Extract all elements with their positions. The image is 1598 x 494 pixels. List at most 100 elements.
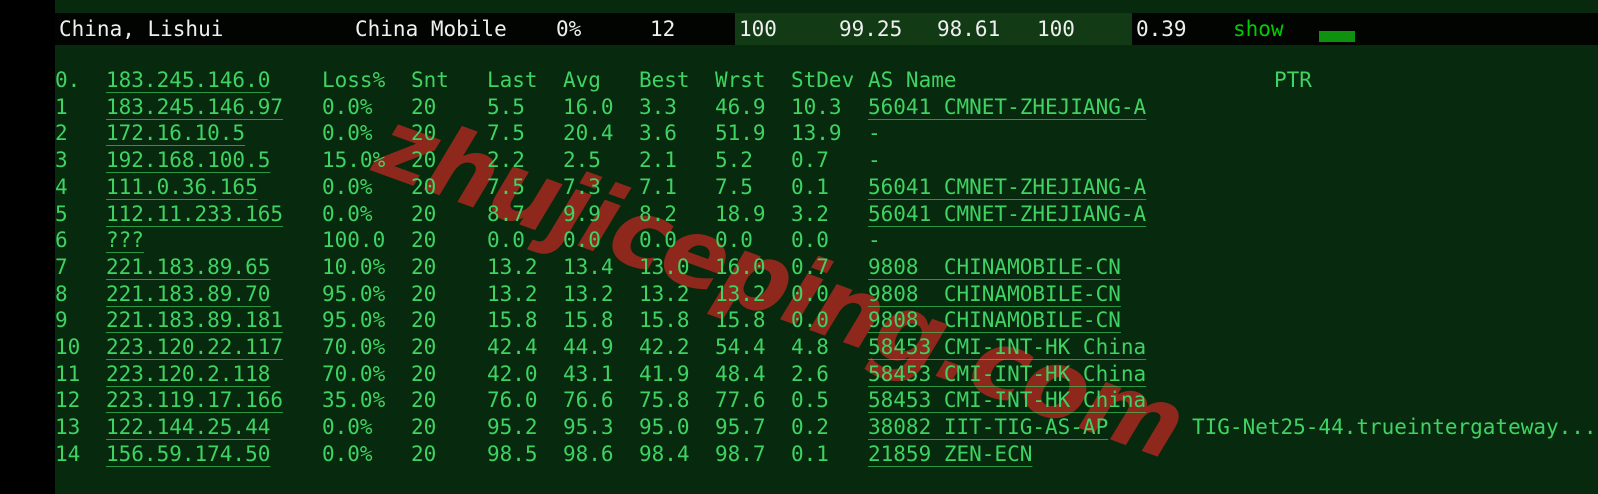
host-ip-link[interactable]: 122.144.25.44 xyxy=(106,415,271,440)
summary-bar-dark-segment xyxy=(55,13,735,45)
snt-value: 20 xyxy=(411,228,437,253)
host-ip-link[interactable]: 223.119.17.166 xyxy=(106,388,284,413)
hop-number: 7 xyxy=(55,254,68,279)
col-header-asname: AS Name xyxy=(868,68,957,92)
stdev-value: 0.0 xyxy=(791,228,829,253)
as-name-link[interactable]: 58453 CMI-INT-HK China xyxy=(868,335,1147,359)
best-value: 41.9 xyxy=(639,361,690,386)
host-ip-link[interactable]: 223.120.2.118 xyxy=(106,361,271,386)
best-value: 13.2 xyxy=(639,281,690,306)
host-ip-link[interactable]: 172.16.10.5 xyxy=(106,121,246,146)
as-name-link[interactable]: 56041 CMNET-ZHEJIANG-A xyxy=(868,201,1147,226)
host-ip-link[interactable]: 221.183.89.65 xyxy=(106,254,271,279)
loss-value: 95.0% xyxy=(322,281,386,306)
table-row: 7 221.183.89.65 10.0% 20 13.2 13.4 13.0 16.0 0.7… xyxy=(55,254,1598,280)
best-value: 98.4 xyxy=(639,441,690,466)
stdev-value: 0.39 xyxy=(1136,17,1187,41)
wrst-value: 13.2 xyxy=(715,281,766,306)
last-value: 95.2 xyxy=(487,415,538,440)
as-name-link[interactable]: 9808 CHINAMOBILE-CN xyxy=(868,281,1121,306)
table-row: 14 156.59.174.50 0.0% 20 98.5 98.6 98.4 98.7 0.1… xyxy=(55,441,1598,467)
as-name-link[interactable]: 38082 IIT-TIG-AS-AP xyxy=(868,415,1109,440)
avg-value: 0.0 xyxy=(563,228,601,253)
table-row: 4 111.0.36.165 0.0% 20 7.5 7.3 7.1 7.5 0.1 56041 … xyxy=(55,174,1598,200)
avg-value: 7.3 xyxy=(563,174,601,199)
col-header-best: Best xyxy=(639,68,690,92)
stdev-value: 4.8 xyxy=(791,335,829,359)
last-value: 13.2 xyxy=(487,254,538,279)
loss-value: 0.0% xyxy=(322,94,373,119)
stdev-value: 2.6 xyxy=(791,361,829,386)
legend-swatch-button[interactable] xyxy=(1319,31,1355,42)
stdev-value: 0.7 xyxy=(791,148,829,173)
as-name-link[interactable]: 58453 CMI-INT-HK China xyxy=(868,388,1147,413)
host-ip-link[interactable]: ??? xyxy=(106,228,144,253)
col-header-wrst: Wrst xyxy=(715,68,766,92)
snt-value: 20 xyxy=(411,335,437,359)
snt-value: 20 xyxy=(411,388,437,413)
source-ip-link[interactable]: 183.245.146.0 xyxy=(106,68,271,92)
last-value: 42.4 xyxy=(487,335,538,359)
avg-value: 95.3 xyxy=(563,415,614,440)
best-value: 42.2 xyxy=(639,335,690,359)
hop-number: 9 xyxy=(55,308,68,333)
hop-number: 2 xyxy=(55,121,68,146)
wrst-value: 7.5 xyxy=(715,174,753,199)
loss-value: 0.0% xyxy=(322,441,373,466)
col-header-snt: Snt xyxy=(411,68,449,92)
host-ip-link[interactable]: 183.245.146.97 xyxy=(106,94,284,119)
as-name-link[interactable]: 56041 CMNET-ZHEJIANG-A xyxy=(868,94,1147,119)
last-value: 0.0 xyxy=(487,228,525,253)
stdev-value: 0.1 xyxy=(791,441,829,466)
loss-value: 10.0% xyxy=(322,254,386,279)
as-name-link[interactable]: 9808 CHINAMOBILE-CN xyxy=(868,254,1121,279)
as-name-link[interactable]: 56041 CMNET-ZHEJIANG-A xyxy=(868,174,1147,199)
host-ip-link[interactable]: 223.120.22.117 xyxy=(106,335,284,359)
as-name-link[interactable]: 58453 CMI-INT-HK China xyxy=(868,361,1147,386)
best-value: 15.8 xyxy=(639,308,690,333)
metric-2-value: 99.25 xyxy=(839,17,903,41)
stdev-value: 10.3 xyxy=(791,94,842,119)
terminal-background xyxy=(55,0,1598,494)
show-link[interactable]: show xyxy=(1233,17,1284,41)
summary-bar-green-segment xyxy=(735,13,1132,45)
hop-number: 1 xyxy=(55,94,68,119)
carrier-label: China Mobile xyxy=(355,17,507,41)
last-value: 76.0 xyxy=(487,388,538,413)
snt-value: 20 xyxy=(411,148,437,173)
host-ip-link[interactable]: 112.11.233.165 xyxy=(106,201,284,226)
as-name-link[interactable]: 21859 ZEN-ECN xyxy=(868,441,1033,466)
hop-number: 4 xyxy=(55,174,68,199)
best-value: 0.0 xyxy=(639,228,677,253)
loss-value: 100.0 xyxy=(322,228,386,253)
last-value: 5.5 xyxy=(487,94,525,119)
wrst-value: 77.6 xyxy=(715,388,766,413)
table-row: 2 172.16.10.5 0.0% 20 7.5 20.4 3.6 51.9 13.9 - xyxy=(55,120,1598,146)
host-ip-link[interactable]: 156.59.174.50 xyxy=(106,441,271,466)
table-row: 5 112.11.233.165 0.0% 20 8.7 9.9 8.2 18.9 3.2 560… xyxy=(55,201,1598,227)
snt-value: 20 xyxy=(411,254,437,279)
as-name-link[interactable]: 9808 CHINAMOBILE-CN xyxy=(868,308,1121,333)
table-row: 8 221.183.89.70 95.0% 20 13.2 13.2 13.2 13.2 0.0… xyxy=(55,281,1598,307)
ptr-value: TIG-Net25-44.trueintergateway... xyxy=(1192,415,1597,440)
host-ip-link[interactable]: 192.168.100.5 xyxy=(106,148,271,173)
snt-value: 20 xyxy=(411,361,437,386)
hop-number: 11 xyxy=(55,361,81,386)
loss-value: 0.0% xyxy=(322,415,373,440)
table-row: 1 183.245.146.97 0.0% 20 5.5 16.0 3.3 46.9 10.3 5… xyxy=(55,94,1598,120)
avg-value: 13.4 xyxy=(563,254,614,279)
host-ip-link[interactable]: 221.183.89.181 xyxy=(106,308,284,333)
best-value: 75.8 xyxy=(639,388,690,413)
host-ip-link[interactable]: 111.0.36.165 xyxy=(106,174,258,199)
host-ip-link[interactable]: 221.183.89.70 xyxy=(106,281,271,306)
stdev-value: 0.0 xyxy=(791,308,829,333)
hop-number: 12 xyxy=(55,388,81,413)
as-name: - xyxy=(868,148,881,173)
avg-value: 16.0 xyxy=(563,94,614,119)
wrst-value: 95.7 xyxy=(715,415,766,440)
avg-value: 13.2 xyxy=(563,281,614,306)
last-value: 13.2 xyxy=(487,281,538,306)
stdev-value: 0.2 xyxy=(791,415,829,440)
col-header-ptr: PTR xyxy=(1274,68,1312,92)
avg-value: 43.1 xyxy=(563,361,614,386)
